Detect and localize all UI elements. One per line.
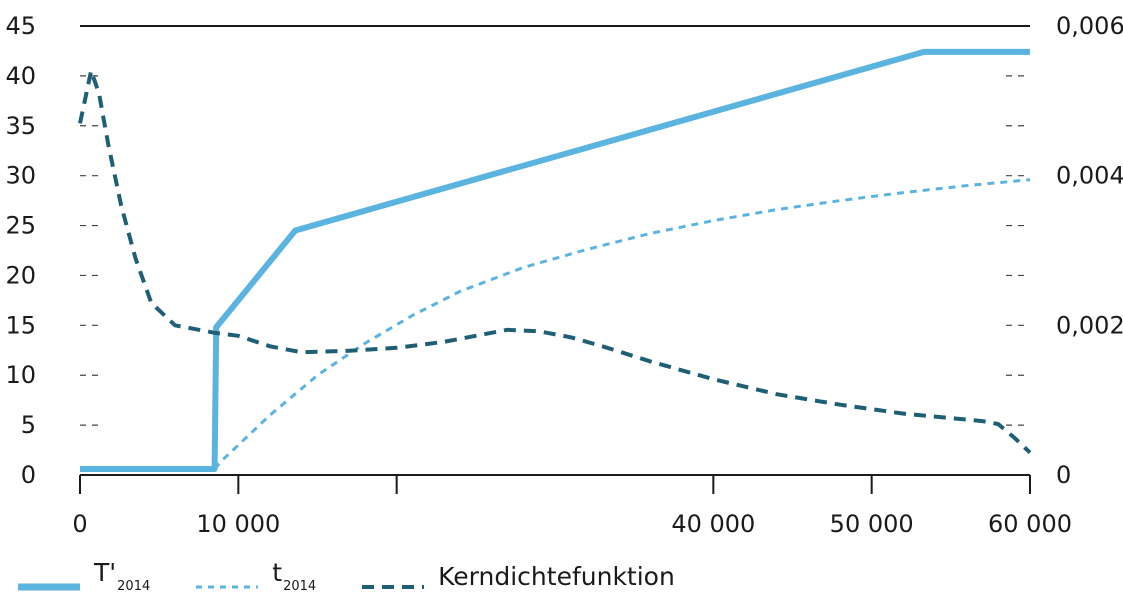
axis-ticks: 0 5 10 15 20 25 30 35 40 45 0 0,002 0,004 0,006 0 10 00… (5, 12, 1123, 538)
legend-label-t-prime: T'2014 (94, 558, 151, 594)
legend-swatch-solid (18, 570, 80, 591)
x-tick-label: 60 000 (988, 510, 1072, 538)
y-left-tick-label: 15 (5, 311, 36, 339)
chart: 0 5 10 15 20 25 30 35 40 45 0 0,002 0,004 0,006 0 10 00… (5, 12, 1123, 538)
series-line-0 (80, 48, 1030, 472)
y-left-tick-label: 35 (5, 112, 36, 140)
y-right-tick-label: 0,006 (1056, 12, 1123, 40)
legend-swatch-dotted (196, 570, 259, 589)
y-left-tick-label: 30 (5, 162, 36, 190)
legend-item-kde: Kerndichtefunktion (362, 562, 675, 591)
legend-item-t-prime: T'2014 (18, 558, 150, 594)
x-tick-label: 0 (72, 510, 87, 538)
legend-item-t: t2014 (196, 558, 316, 594)
y-right-tick-label: 0,002 (1056, 311, 1123, 339)
legend-swatch-dashed (362, 570, 425, 589)
y-left-tick-label: 25 (5, 212, 36, 240)
y-left-tick-label: 10 (5, 361, 36, 389)
y-left-tick-label: 0 (21, 461, 36, 489)
series-layer (78, 48, 1032, 472)
y-right-tick-label: 0 (1056, 461, 1071, 489)
y-left-tick-label: 20 (5, 261, 36, 289)
x-tick-label: 40 000 (671, 510, 755, 538)
legend-label-kde: Kerndichtefunktion (438, 561, 675, 591)
x-tick-label: 50 000 (830, 510, 914, 538)
legend: T'2014 t2014 Kerndichtefunktion (18, 556, 721, 596)
y-right-tick-label: 0,004 (1056, 162, 1123, 190)
y-left-tick-label: 5 (21, 411, 36, 439)
y-left-tick-label: 40 (5, 62, 36, 90)
x-tick-label: 10 000 (196, 510, 280, 538)
series-line-1 (213, 178, 1031, 470)
legend-label-t: t2014 (272, 558, 317, 594)
y-left-tick-label: 45 (5, 12, 36, 40)
series-line-2 (78, 68, 1032, 455)
